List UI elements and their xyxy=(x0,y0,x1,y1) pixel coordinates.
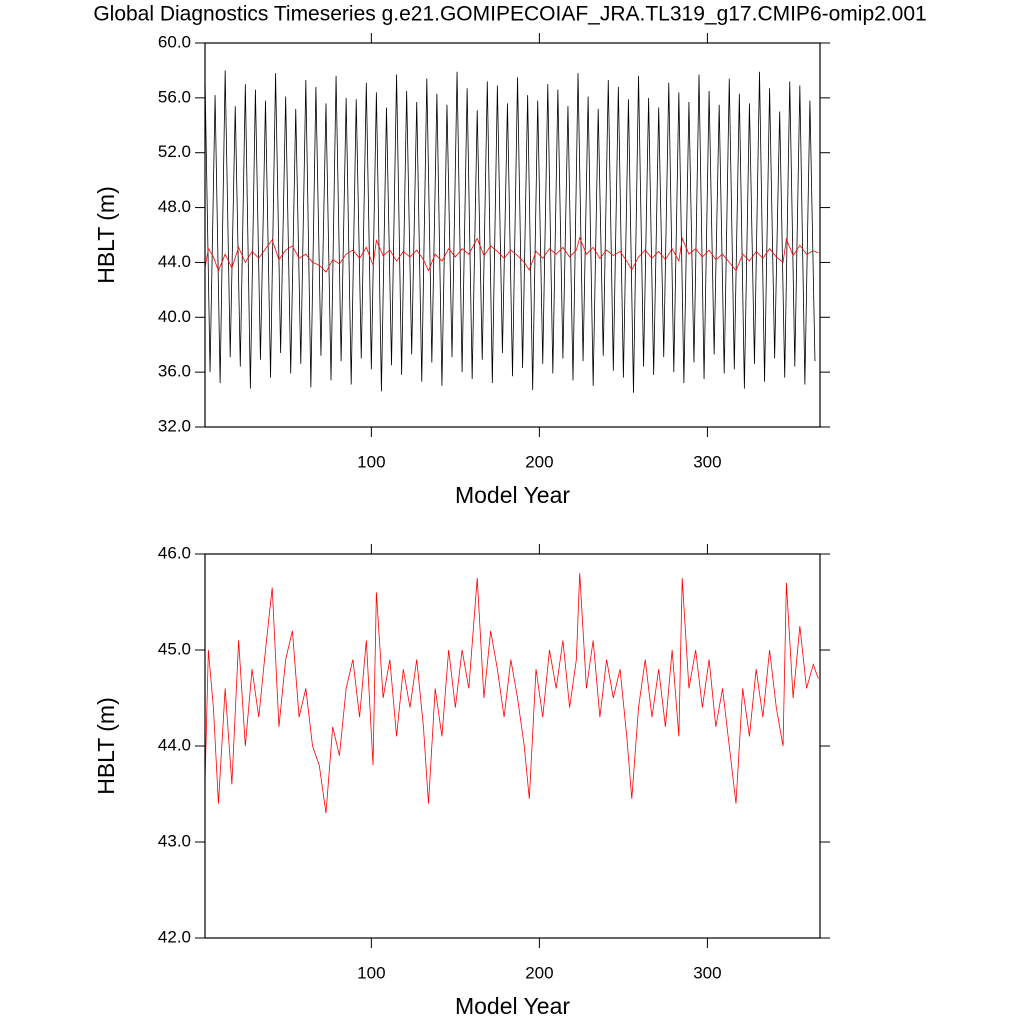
y-tick-label: 44.0 xyxy=(158,735,191,754)
y-axis-label: HBLT (m) xyxy=(93,186,119,284)
y-tick-label: 42.0 xyxy=(158,927,191,946)
y-tick-label: 52.0 xyxy=(158,142,191,161)
plot-frame xyxy=(204,553,821,939)
x-tick-label: 300 xyxy=(693,452,721,471)
x-axis-label: Model Year xyxy=(455,993,570,1019)
data-line xyxy=(204,573,819,814)
y-tick-label: 56.0 xyxy=(158,87,191,106)
y-tick-label: 43.0 xyxy=(158,831,191,850)
x-tick-label: 100 xyxy=(357,452,385,471)
y-tick-label: 36.0 xyxy=(158,362,191,381)
x-tick-label: 100 xyxy=(357,963,385,982)
data-line xyxy=(204,236,819,273)
y-tick-label: 44.0 xyxy=(158,252,191,271)
data-line xyxy=(204,70,816,393)
y-tick-label: 46.0 xyxy=(158,543,191,562)
y-tick-label: 48.0 xyxy=(158,197,191,216)
chart-title: Global Diagnostics Timeseries g.e21.GOMI… xyxy=(93,3,926,26)
y-tick-label: 60.0 xyxy=(158,32,191,51)
y-axis-label: HBLT (m) xyxy=(93,697,119,795)
x-axis-label: Model Year xyxy=(455,482,570,508)
y-tick-label: 40.0 xyxy=(158,307,191,326)
y-tick-label: 32.0 xyxy=(158,416,191,435)
x-tick-label: 200 xyxy=(525,452,553,471)
x-tick-label: 300 xyxy=(693,963,721,982)
y-tick-label: 45.0 xyxy=(158,639,191,658)
x-tick-label: 200 xyxy=(525,963,553,982)
plot-frame xyxy=(204,42,821,428)
